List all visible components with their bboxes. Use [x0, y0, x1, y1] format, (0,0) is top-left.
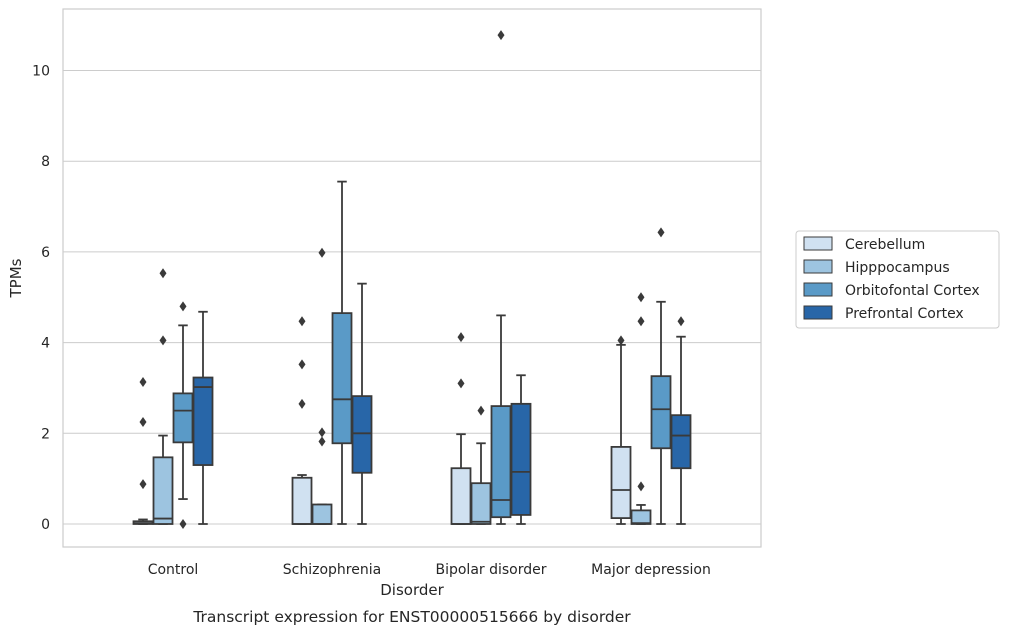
x-tick-label: Control	[148, 562, 199, 578]
iqr-box	[470, 482, 492, 525]
iqr-box	[490, 405, 512, 519]
outlier-point	[457, 332, 465, 343]
iqr-box	[650, 375, 672, 450]
box-orbitofontal-cortex	[331, 180, 353, 525]
box-hipppocampus	[630, 292, 652, 525]
legend-entry-label: Hipppocampus	[845, 260, 950, 276]
outlier-point	[637, 481, 645, 492]
outlier-point	[159, 335, 167, 346]
legend-entry-label: Cerebellum	[845, 237, 925, 253]
box-hipppocampus	[152, 268, 174, 525]
legend-swatch	[803, 305, 833, 320]
x-tick-labels: Control Schizophrenia Bipolar disorder Majo…	[148, 562, 711, 578]
outlier-point	[637, 316, 645, 327]
x-tick-label: Major depression	[591, 562, 711, 578]
outlier-point	[179, 301, 187, 312]
box-prefrontal-cortex	[192, 310, 214, 525]
box-plot-layer	[132, 30, 692, 529]
box-cerebellum	[450, 332, 472, 525]
x-axis-label: Disorder	[380, 581, 444, 599]
legend-swatch	[803, 282, 833, 297]
outlier-point	[497, 30, 505, 41]
x-tick-label: Schizophrenia	[283, 562, 381, 578]
outlier-point	[298, 398, 306, 409]
y-tick-labels: 0 2 4 6 8 10	[32, 64, 50, 534]
outlier-point	[298, 359, 306, 370]
outlier-point	[657, 227, 665, 238]
iqr-box	[331, 312, 353, 445]
outlier-point	[139, 416, 147, 427]
outlier-point	[318, 427, 326, 438]
outlier-point	[477, 405, 485, 416]
legend-entry-label: Orbitofontal Cortex	[845, 283, 980, 299]
box-cerebellum	[291, 316, 313, 525]
y-tick-label: 4	[41, 336, 50, 352]
y-tick-label: 2	[41, 426, 50, 442]
box-orbitofontal-cortex	[490, 30, 512, 525]
legend-frame	[795, 230, 1000, 329]
outlier-point	[139, 377, 147, 388]
iqr-box	[450, 467, 472, 525]
outlier-point	[159, 268, 167, 279]
legend-swatch	[803, 259, 833, 274]
box-hipppocampus	[311, 247, 333, 525]
legend-entry-label: Prefrontal Cortex	[845, 306, 964, 322]
box-hipppocampus	[470, 405, 492, 525]
outlier-point	[318, 436, 326, 447]
legend-swatch	[803, 236, 833, 251]
chart-caption: Transcript expression for ENST0000051566…	[192, 608, 631, 626]
outlier-point	[298, 316, 306, 327]
box-cerebellum	[610, 335, 632, 525]
iqr-box	[152, 456, 174, 525]
outlier-point	[617, 335, 625, 346]
grid-lines	[63, 70, 761, 525]
outlier-point	[457, 378, 465, 389]
box-prefrontal-cortex	[351, 282, 373, 525]
iqr-box	[192, 376, 214, 466]
box-orbitofontal-cortex	[650, 227, 672, 525]
plot-frame	[62, 8, 762, 548]
iqr-box	[610, 446, 632, 520]
iqr-box	[670, 414, 692, 470]
y-axis-label: TPMs	[7, 258, 25, 298]
box-prefrontal-cortex	[510, 374, 532, 525]
box-prefrontal-cortex	[670, 316, 692, 525]
iqr-box	[510, 402, 532, 516]
outlier-point	[318, 247, 326, 258]
legend: Cerebellum Hipppocampus Orbitofontal Corte…	[795, 230, 1000, 329]
iqr-box	[311, 503, 333, 525]
iqr-box	[172, 392, 194, 444]
outlier-point	[637, 292, 645, 303]
y-tick-label: 10	[32, 64, 50, 80]
y-tick-label: 0	[41, 517, 50, 533]
outlier-point	[139, 479, 147, 490]
outlier-point	[677, 316, 685, 327]
iqr-box	[630, 509, 652, 525]
outlier-point	[179, 519, 187, 529]
x-tick-label: Bipolar disorder	[435, 562, 546, 578]
iqr-box	[351, 395, 373, 474]
iqr-box	[291, 476, 313, 525]
y-tick-label: 6	[41, 245, 50, 261]
y-tick-label: 8	[41, 154, 50, 170]
box-orbitofontal-cortex	[172, 301, 194, 529]
box-cerebellum	[132, 377, 154, 525]
